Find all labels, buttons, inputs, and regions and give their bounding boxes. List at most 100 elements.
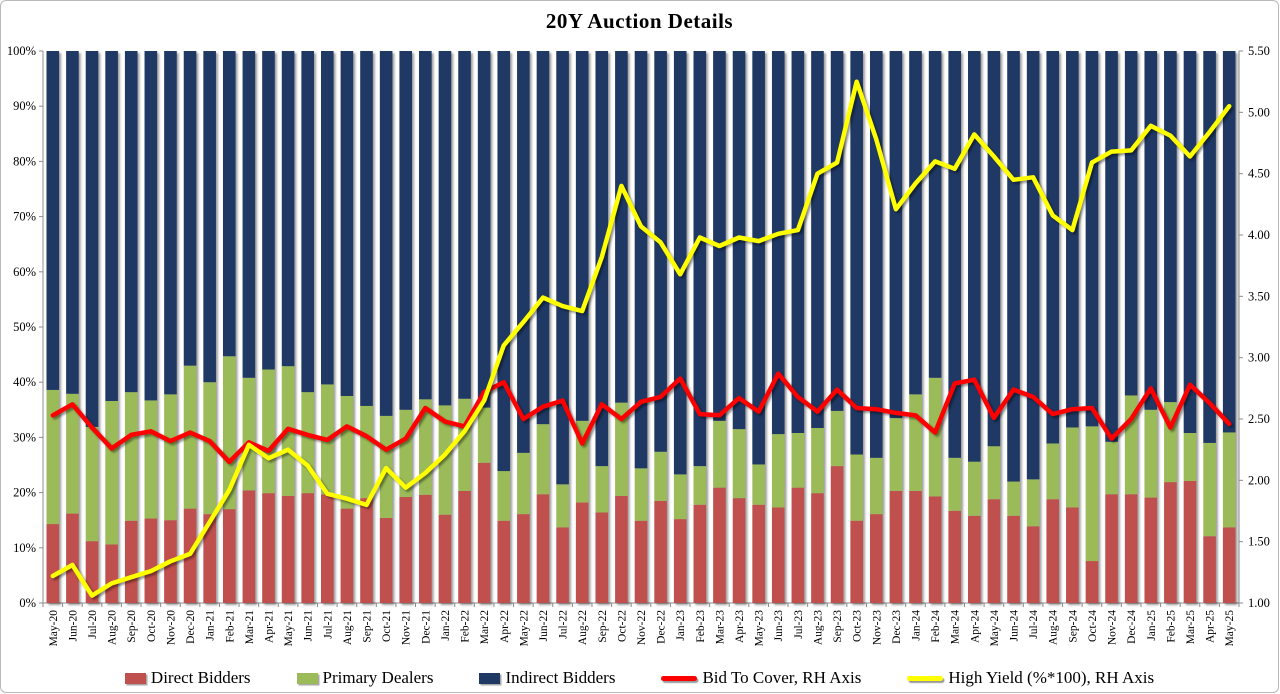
bar-segment	[1183, 51, 1197, 433]
bar-segment	[262, 51, 275, 370]
x-axis-label: Jun-23	[773, 610, 785, 642]
bar-segment	[301, 51, 314, 393]
bar-segment	[340, 396, 354, 509]
bar-segment	[46, 524, 60, 603]
line-path	[50, 79, 1232, 598]
right-tick-label: 4.00	[1248, 228, 1270, 242]
right-tick-label: 1.00	[1248, 596, 1270, 610]
bar-segment	[771, 434, 785, 508]
bar-segment	[164, 51, 177, 395]
bar-segment	[615, 51, 628, 403]
bar-segment	[869, 514, 883, 603]
x-axis-label: Oct-22	[616, 610, 628, 642]
legend-label: Primary Dealers	[322, 668, 434, 687]
legend-item: Direct Bidders	[124, 668, 251, 688]
legend-label: High Yield (%*100), RH Axis	[948, 668, 1155, 687]
bar-segment	[654, 451, 667, 501]
bar-segment	[713, 420, 726, 488]
left-tick-label: 90%	[13, 99, 36, 113]
x-axis-label: May-22	[518, 610, 530, 647]
legend-square-swatch	[479, 672, 501, 684]
x-axis-label: Sep-20	[126, 610, 138, 643]
bar-segment	[1222, 527, 1236, 603]
bar-segment	[811, 428, 824, 494]
legend-item: High Yield (%*100), RH Axis	[907, 668, 1154, 688]
bar-segment	[1007, 515, 1020, 603]
bar-segment	[66, 393, 79, 514]
x-axis-label: Sep-21	[362, 610, 374, 643]
x-axis-label: May-21	[283, 610, 295, 647]
bar-segment	[987, 499, 1001, 603]
left-axis-labels: 0% 10% 20% 30% 40% 50% 60% 70% 80% 90% 100%	[7, 44, 36, 610]
bar-segment	[595, 466, 609, 513]
bar-segment	[615, 402, 628, 496]
bar-segment	[634, 51, 648, 469]
bar-segment	[1144, 409, 1158, 498]
bar-segment	[673, 51, 687, 475]
bar-segment	[1164, 482, 1177, 603]
bar-segment	[1085, 51, 1099, 427]
bar-segment	[66, 51, 79, 394]
bar-segment	[693, 466, 707, 505]
bars-layer	[46, 51, 1236, 603]
bar-segment	[1144, 51, 1158, 410]
bar-segment	[497, 471, 511, 521]
bar-segment	[556, 51, 569, 485]
x-axis-label: Dec-24	[1126, 610, 1138, 644]
bar-segment	[144, 400, 158, 519]
x-axis-label: Jan-25	[1146, 610, 1158, 641]
x-axis-label: Nov-24	[1107, 610, 1119, 645]
bar-segment	[1026, 479, 1040, 527]
right-tick-label: 2.50	[1248, 412, 1270, 426]
bar-segment	[144, 51, 158, 401]
x-axis-label: Dec-21	[420, 610, 432, 644]
left-tick-label: 80%	[13, 154, 36, 168]
left-tick-label: 100%	[7, 44, 36, 58]
x-axis-label: Jun-21	[303, 610, 315, 642]
x-axis-label: Oct-20	[146, 610, 158, 642]
bar-segment	[203, 382, 216, 515]
right-tick-label: 1.50	[1248, 535, 1270, 549]
bar-segment	[281, 495, 295, 603]
bar-segment	[46, 389, 60, 525]
bar-segment	[889, 490, 903, 603]
x-axis-label: Aug-22	[577, 610, 589, 645]
x-axis-label: Mar-25	[1185, 610, 1197, 645]
bar-segment	[1164, 51, 1177, 403]
bar-segment	[164, 394, 177, 521]
legend-square-swatch	[124, 672, 146, 684]
bar-segment	[340, 508, 354, 603]
x-axis-label: Nov-21	[401, 610, 413, 645]
bar-segment	[360, 498, 373, 603]
x-axis-label: Dec-23	[891, 610, 903, 644]
bar-segment	[46, 51, 60, 390]
bar-segment	[556, 527, 569, 603]
left-tick-label: 40%	[13, 375, 36, 389]
bar-segment	[968, 461, 981, 516]
legend-line-swatch	[661, 675, 698, 681]
bar-segment	[811, 493, 824, 603]
x-axis-label: Mar-23	[714, 610, 726, 645]
bar-segment	[575, 51, 589, 421]
bar-segment	[1007, 51, 1020, 482]
x-axis-label: May-24	[989, 610, 1001, 647]
bar-segment	[968, 51, 981, 462]
right-tick-label: 3.00	[1248, 351, 1270, 365]
x-axis-label: Nov-22	[636, 610, 648, 645]
bar-segment	[105, 51, 118, 401]
bar-segment	[830, 466, 844, 603]
high-yield-line	[50, 79, 1232, 598]
bar-segment	[713, 51, 726, 421]
bar-segment	[477, 407, 491, 463]
x-axis-label: Sep-23	[832, 610, 844, 643]
bar-segment	[419, 494, 432, 603]
x-axis-label: Oct-24	[1087, 610, 1099, 642]
x-axis-label: Jul-24	[1028, 610, 1040, 639]
x-axis-label: Feb-25	[1165, 610, 1177, 643]
bar-segment	[869, 457, 883, 515]
bar-segment	[262, 369, 275, 494]
left-tick-label: 30%	[13, 430, 36, 444]
x-axis-label: Aug-20	[107, 610, 119, 645]
bar-segment	[771, 507, 785, 603]
